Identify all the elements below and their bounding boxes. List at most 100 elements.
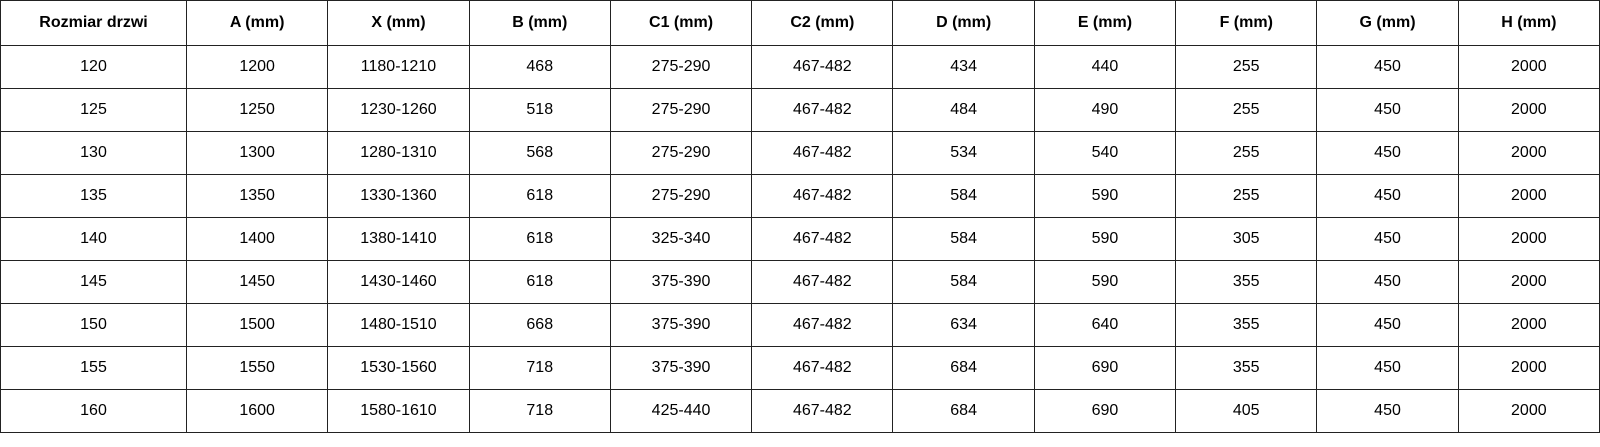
table-cell: 1500 <box>185 303 329 347</box>
table-cell: 425-440 <box>609 389 753 433</box>
table-cell: 540 <box>1033 131 1177 175</box>
table-cell: 450 <box>1316 389 1459 433</box>
table-cell: 467-482 <box>751 131 894 175</box>
table-cell: 1580-1610 <box>327 389 470 433</box>
table-cell: 450 <box>1316 174 1459 218</box>
table-cell: 2000 <box>1457 389 1600 433</box>
dimensions-table: Rozmiar drzwi A (mm) X (mm) B (mm) C1 (mm) C2… <box>0 0 1600 433</box>
header-row: Rozmiar drzwi A (mm) X (mm) B (mm) C1 (mm) C2… <box>0 0 1600 46</box>
table-cell: 450 <box>1316 45 1459 89</box>
table-cell: 450 <box>1316 88 1459 132</box>
table-cell: 405 <box>1175 389 1318 433</box>
table-cell: 355 <box>1175 303 1318 347</box>
table-cell: 375-390 <box>609 346 753 390</box>
table-cell: 255 <box>1175 45 1318 89</box>
table-cell: 618 <box>468 174 611 218</box>
table-cell: 450 <box>1316 260 1459 304</box>
table-cell: 440 <box>1033 45 1177 89</box>
table-cell: 375-390 <box>609 303 753 347</box>
table-cell: 2000 <box>1457 88 1600 132</box>
column-header: H (mm) <box>1457 0 1600 46</box>
table-cell: 467-482 <box>751 346 894 390</box>
table-cell: 2000 <box>1457 45 1600 89</box>
column-header: D (mm) <box>892 0 1035 46</box>
table-cell: 618 <box>468 260 611 304</box>
table-cell: 467-482 <box>751 174 894 218</box>
table-cell: 2000 <box>1457 346 1600 390</box>
table-cell: 1530-1560 <box>327 346 470 390</box>
table-cell: 634 <box>892 303 1035 347</box>
table-cell: 1250 <box>185 88 329 132</box>
table-cell: 534 <box>892 131 1035 175</box>
table-cell: 355 <box>1175 346 1318 390</box>
table-cell: 434 <box>892 45 1035 89</box>
table-cell: 255 <box>1175 88 1318 132</box>
table-cell: 140 <box>0 217 187 261</box>
table-cell: 450 <box>1316 217 1459 261</box>
table-cell: 584 <box>892 260 1035 304</box>
table-cell: 568 <box>468 131 611 175</box>
table-cell: 718 <box>468 346 611 390</box>
table-cell: 668 <box>468 303 611 347</box>
table-cell: 275-290 <box>609 88 753 132</box>
table-cell: 467-482 <box>751 260 894 304</box>
column-header: X (mm) <box>327 0 470 46</box>
table-cell: 2000 <box>1457 217 1600 261</box>
table-cell: 590 <box>1033 217 1177 261</box>
table-cell: 120 <box>0 45 187 89</box>
table-cell: 1350 <box>185 174 329 218</box>
table-cell: 155 <box>0 346 187 390</box>
table-row: 140 1400 1380-1410 618 325-340 467-482 584 590 3… <box>0 217 1600 261</box>
table-cell: 490 <box>1033 88 1177 132</box>
table-cell: 584 <box>892 217 1035 261</box>
table-cell: 375-390 <box>609 260 753 304</box>
table-cell: 160 <box>0 389 187 433</box>
column-header: A (mm) <box>185 0 329 46</box>
table-cell: 1380-1410 <box>327 217 470 261</box>
table-cell: 2000 <box>1457 131 1600 175</box>
table-cell: 1200 <box>185 45 329 89</box>
table-cell: 1450 <box>185 260 329 304</box>
table-cell: 355 <box>1175 260 1318 304</box>
table-cell: 467-482 <box>751 88 894 132</box>
table-cell: 584 <box>892 174 1035 218</box>
table-cell: 718 <box>468 389 611 433</box>
column-header: Rozmiar drzwi <box>0 0 187 46</box>
table-cell: 518 <box>468 88 611 132</box>
table-row: 150 1500 1480-1510 668 375-390 467-482 634 640 3… <box>0 303 1600 347</box>
table-cell: 2000 <box>1457 174 1600 218</box>
table-cell: 255 <box>1175 131 1318 175</box>
table-cell: 684 <box>892 389 1035 433</box>
table-row: 120 1200 1180-1210 468 275-290 467-482 434 440 2… <box>0 45 1600 89</box>
column-header: F (mm) <box>1175 0 1318 46</box>
table-cell: 1230-1260 <box>327 88 470 132</box>
table-cell: 1430-1460 <box>327 260 470 304</box>
table-cell: 618 <box>468 217 611 261</box>
table-cell: 275-290 <box>609 131 753 175</box>
column-header: B (mm) <box>468 0 611 46</box>
table-cell: 690 <box>1033 389 1177 433</box>
table-cell: 1600 <box>185 389 329 433</box>
table-cell: 1330-1360 <box>327 174 470 218</box>
table-cell: 1480-1510 <box>327 303 470 347</box>
table-cell: 1400 <box>185 217 329 261</box>
table-cell: 305 <box>1175 217 1318 261</box>
table-cell: 467-482 <box>751 45 894 89</box>
table-cell: 1550 <box>185 346 329 390</box>
table-cell: 145 <box>0 260 187 304</box>
table-cell: 1180-1210 <box>327 45 470 89</box>
table-cell: 690 <box>1033 346 1177 390</box>
table-cell: 1300 <box>185 131 329 175</box>
table-cell: 275-290 <box>609 174 753 218</box>
table-cell: 1280-1310 <box>327 131 470 175</box>
table-cell: 640 <box>1033 303 1177 347</box>
column-header: E (mm) <box>1033 0 1177 46</box>
table-cell: 467-482 <box>751 389 894 433</box>
table-row: 145 1450 1430-1460 618 375-390 467-482 584 590 3… <box>0 260 1600 304</box>
table-cell: 590 <box>1033 174 1177 218</box>
table-cell: 450 <box>1316 303 1459 347</box>
table-cell: 590 <box>1033 260 1177 304</box>
table-cell: 684 <box>892 346 1035 390</box>
column-header: C2 (mm) <box>751 0 894 46</box>
table-row: 160 1600 1580-1610 718 425-440 467-482 684 690 4… <box>0 389 1600 433</box>
